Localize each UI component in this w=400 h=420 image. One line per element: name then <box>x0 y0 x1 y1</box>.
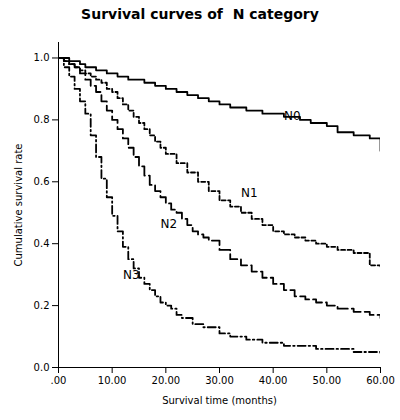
svg-text:N0: N0 <box>284 109 301 123</box>
svg-text:30.00: 30.00 <box>205 375 234 386</box>
svg-text:60.00: 60.00 <box>366 375 395 386</box>
svg-text:.00: .00 <box>51 375 67 386</box>
svg-text:0.0: 0.0 <box>34 362 50 373</box>
svg-text:N3: N3 <box>123 268 140 282</box>
svg-text:40.00: 40.00 <box>259 375 288 386</box>
svg-text:0.8: 0.8 <box>34 114 50 125</box>
svg-text:0.2: 0.2 <box>34 300 50 311</box>
svg-text:N2: N2 <box>160 217 177 231</box>
svg-text:50.00: 50.00 <box>313 375 342 386</box>
svg-text:N1: N1 <box>241 186 258 200</box>
svg-text:1.0: 1.0 <box>34 52 50 63</box>
svg-text:0.6: 0.6 <box>34 176 50 187</box>
svg-text:0.4: 0.4 <box>34 238 50 249</box>
svg-text:20.00: 20.00 <box>152 375 181 386</box>
html-text:Survival curves of N category: Survival curves of N category <box>81 6 319 22</box>
svg-text:Cumulative survival rate: Cumulative survival rate <box>13 144 24 267</box>
svg-text:Survival time (months): Survival time (months) <box>162 395 277 406</box>
svg-text:10.00: 10.00 <box>98 375 127 386</box>
